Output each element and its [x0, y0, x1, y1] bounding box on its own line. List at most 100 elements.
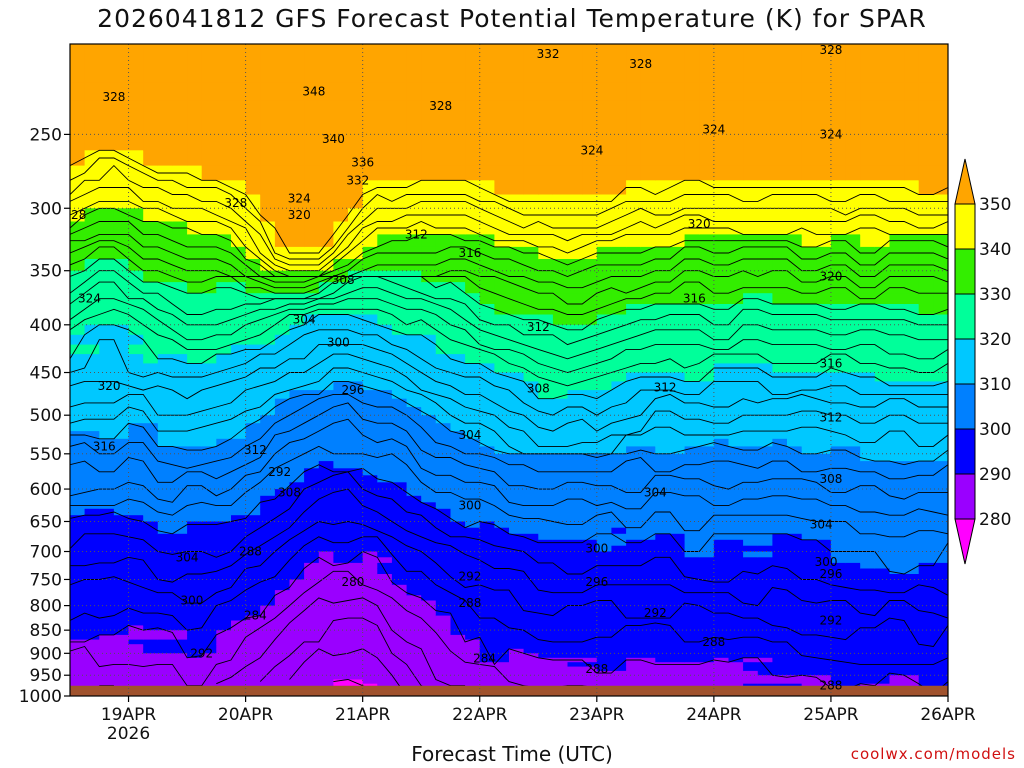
heatmap-cell [509, 595, 525, 602]
heatmap-cell [699, 180, 715, 196]
contour-label: 316 [819, 356, 842, 370]
heatmap-cell [670, 610, 686, 617]
heatmap-cell [933, 605, 948, 612]
y-tick-label: 300 [30, 199, 62, 219]
heatmap-cell [743, 438, 759, 447]
heatmap-cell [231, 372, 247, 382]
heatmap-cell [84, 372, 100, 382]
heatmap-cell [860, 595, 876, 602]
heatmap-cell [626, 579, 642, 586]
heatmap-cell [406, 221, 422, 235]
heatmap-cell [362, 557, 378, 564]
heatmap-cell [801, 675, 817, 680]
heatmap-cell [596, 584, 612, 591]
heatmap-cell [318, 314, 334, 326]
heatmap-cell [772, 539, 788, 547]
heatmap-cell [333, 579, 349, 586]
heatmap-cell [728, 438, 744, 447]
heatmap-cell [523, 390, 539, 400]
heatmap-cell [304, 372, 320, 382]
heatmap-cell [918, 398, 934, 408]
heatmap-cell [231, 634, 247, 641]
heatmap-cell [377, 634, 393, 641]
heatmap-cell [538, 521, 554, 529]
heatmap-cell [245, 324, 261, 336]
heatmap-cell [421, 44, 437, 65]
heatmap-cell [274, 562, 291, 570]
heatmap-cell [391, 644, 408, 650]
heatmap-cell [582, 134, 598, 151]
heatmap-cell [801, 590, 817, 596]
heatmap-cell [260, 194, 276, 209]
heatmap-cell [274, 579, 291, 586]
heatmap-cell [421, 446, 437, 455]
heatmap-cell [421, 579, 437, 586]
heatmap-cell [435, 482, 451, 490]
heatmap-cell [874, 431, 890, 440]
heatmap-cell [523, 415, 539, 424]
heatmap-cell [787, 117, 803, 135]
heatmap-cell [128, 344, 144, 355]
heatmap-cell [289, 194, 305, 209]
heatmap-cell [743, 63, 759, 84]
heatmap-cell [304, 600, 320, 607]
heatmap-cell [318, 557, 334, 564]
heatmap-cell [84, 568, 100, 575]
heatmap-cell [377, 610, 393, 617]
heatmap-cell [816, 468, 832, 476]
heatmap-cell [801, 415, 817, 424]
heatmap-cell [655, 431, 671, 440]
heatmap-cell [874, 495, 890, 503]
heatmap-cell [201, 208, 217, 223]
heatmap-cell [728, 600, 744, 607]
heatmap-cell [84, 390, 100, 400]
heatmap-cell [318, 482, 334, 490]
heatmap-cell [406, 461, 422, 469]
heatmap-cell [421, 562, 437, 570]
heatmap-cell [552, 461, 569, 469]
heatmap-cell [509, 259, 525, 272]
heatmap-cell [274, 653, 291, 659]
heatmap-cell [216, 648, 232, 654]
heatmap-cell [699, 150, 715, 167]
heatmap-cell [713, 461, 730, 469]
heatmap-cell [187, 515, 203, 523]
terrain-band [70, 685, 948, 696]
heatmap-cell [845, 644, 861, 650]
heatmap-cell [274, 134, 291, 151]
heatmap-cell [143, 234, 159, 248]
heatmap-cell [172, 675, 188, 680]
heatmap-cell [874, 584, 890, 591]
y-tick-label: 850 [30, 621, 62, 641]
heatmap-cell [640, 620, 656, 626]
heatmap-cell [626, 482, 642, 490]
heatmap-cell [816, 545, 832, 553]
heatmap-cell [582, 381, 598, 391]
heatmap-cell [933, 600, 948, 607]
heatmap-cell [377, 662, 393, 668]
heatmap-cell [450, 620, 466, 626]
heatmap-cell [552, 648, 569, 654]
heatmap-cell [860, 334, 876, 346]
heatmap-cell [801, 551, 817, 558]
heatmap-cell [552, 117, 569, 135]
heatmap-cell [655, 644, 671, 650]
heatmap-cell [304, 644, 320, 650]
heatmap-cell [406, 533, 422, 541]
heatmap-cell [494, 117, 510, 135]
heatmap-cell [611, 482, 627, 490]
heatmap-cell [84, 63, 100, 84]
heatmap-cell [99, 657, 115, 663]
heatmap-cell [596, 675, 612, 680]
heatmap-cell [640, 44, 656, 65]
heatmap-cell [318, 590, 334, 596]
heatmap-cell [860, 117, 876, 135]
heatmap-cell [596, 579, 612, 586]
heatmap-cell [187, 82, 203, 102]
heatmap-cell [772, 545, 788, 553]
heatmap-cell [860, 431, 876, 440]
heatmap-cell [567, 363, 583, 374]
heatmap-cell [552, 568, 569, 575]
heatmap-cell [889, 398, 905, 408]
